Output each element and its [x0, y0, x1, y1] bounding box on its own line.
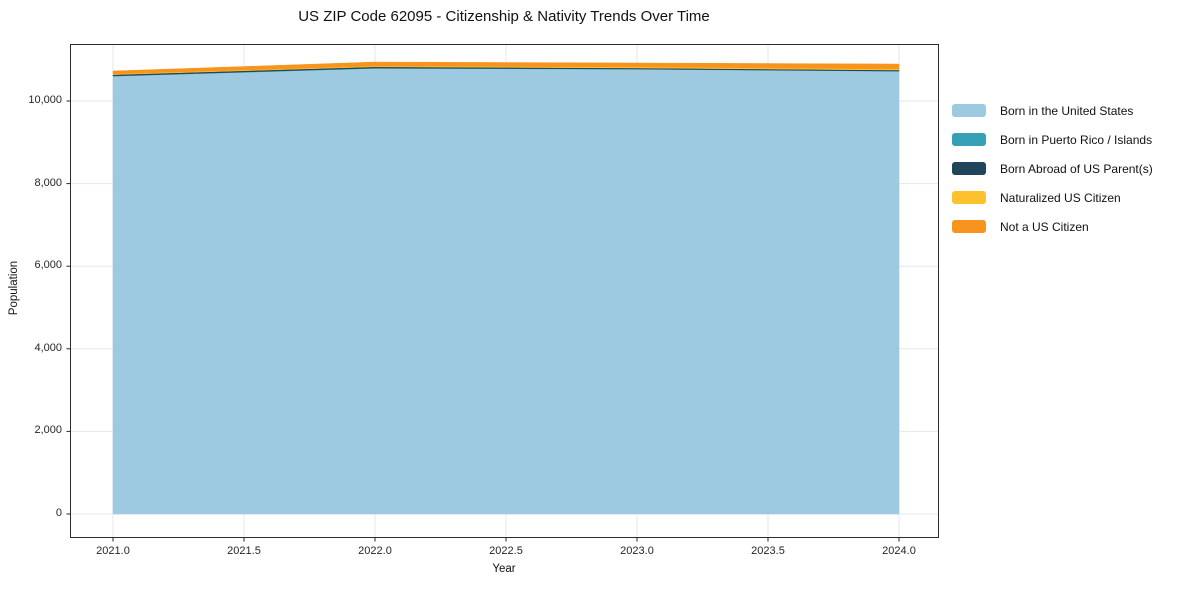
y-tick-label: 2,000 — [34, 424, 62, 437]
legend-item: Not a US Citizen — [952, 219, 1153, 234]
legend-item: Born Abroad of US Parent(s) — [952, 161, 1153, 176]
legend-item: Naturalized US Citizen — [952, 190, 1153, 205]
x-tick-label: 2022.0 — [358, 545, 392, 557]
x-tick-label: 2021.5 — [227, 545, 261, 557]
legend-swatch-icon — [952, 191, 986, 204]
legend-swatch-icon — [952, 162, 986, 175]
legend-label: Born Abroad of US Parent(s) — [1000, 161, 1153, 176]
x-tick-label: 2024.0 — [882, 545, 916, 557]
x-tick-label: 2023.0 — [620, 545, 654, 557]
x-tick-label: 2022.5 — [489, 545, 523, 557]
legend-label: Not a US Citizen — [1000, 219, 1089, 234]
y-tick-label: 6,000 — [34, 259, 62, 272]
legend: Born in the United States Born in Puerto … — [952, 103, 1153, 234]
x-axis-label: Year — [492, 563, 516, 575]
legend-item: Born in the United States — [952, 103, 1153, 118]
legend-label: Born in Puerto Rico / Islands — [1000, 132, 1153, 147]
legend-item: Born in Puerto Rico / Islands — [952, 132, 1153, 147]
y-tick-label: 8,000 — [34, 176, 62, 189]
y-tick-label: 4,000 — [34, 341, 62, 354]
plot-border — [70, 44, 939, 538]
x-tick-label: 2023.5 — [751, 545, 785, 557]
legend-label: Born in the United States — [1000, 103, 1134, 118]
x-tick-label: 2021.0 — [96, 545, 130, 557]
area-series-not-a-us-citizen — [112, 61, 900, 75]
legend-label: Naturalized US Citizen — [1000, 190, 1121, 205]
legend-swatch-icon — [952, 104, 986, 117]
legend-swatch-icon — [952, 220, 986, 233]
chart-title: US ZIP Code 62095 - Citizenship & Nativi… — [298, 8, 710, 25]
y-tick-label: 0 — [55, 507, 62, 519]
legend-swatch-icon — [952, 133, 986, 146]
area-series-born-in-the-united-states — [112, 68, 900, 515]
y-tick-label: 10,000 — [28, 94, 62, 106]
y-axis-label: Population — [8, 260, 20, 316]
